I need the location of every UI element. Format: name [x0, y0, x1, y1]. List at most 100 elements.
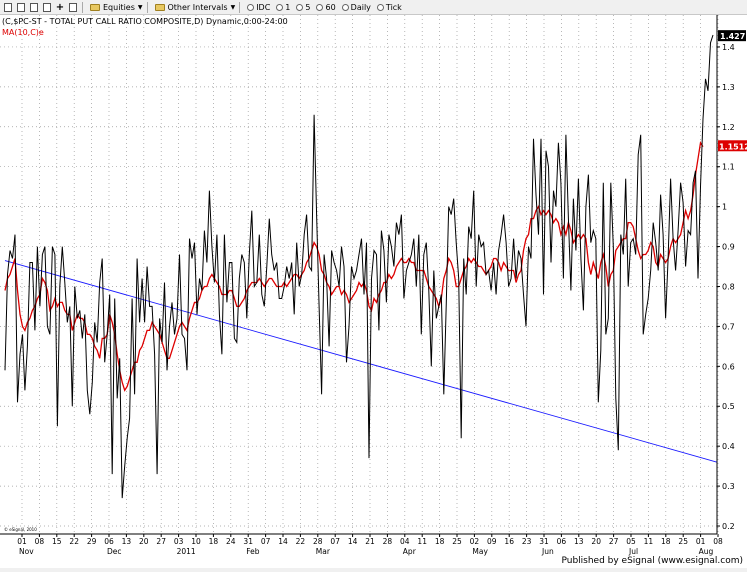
toolbar-divider	[239, 1, 241, 13]
y-tick-label: 0.7	[722, 322, 735, 331]
chart-style-button[interactable]	[68, 1, 78, 13]
new-chart-button[interactable]	[3, 1, 13, 13]
toolbar-divider	[82, 1, 83, 13]
chart-axes: 0.2 0.3 0.4 0.5 0.6 0.7 0.8 0.9 1 1.1 1.2 1.3 1.4 01 0…	[0, 15, 747, 556]
x-tick-label: 07	[330, 537, 340, 546]
x-tick-label: 28	[313, 537, 323, 546]
x-tick-label: 25	[452, 537, 462, 546]
chart-title: (C,$PC-ST - TOTAL PUT CALL RATIO COMPOSI…	[2, 17, 288, 26]
x-tick-label: 31	[243, 537, 253, 546]
ma-value-label: 1.1512	[719, 142, 747, 151]
y-tick-label: 0.4	[722, 442, 735, 451]
clock-icon	[247, 3, 255, 11]
chart-icon	[69, 2, 77, 12]
x-tick-label: 25	[678, 537, 688, 546]
printer-icon	[30, 2, 38, 12]
dropdown-arrow-icon: ▼	[137, 3, 143, 11]
y-tick-label: 1	[722, 203, 727, 212]
x-tick-label: 09	[487, 537, 497, 546]
copy-icon	[43, 2, 51, 12]
x-tick-label: 16	[504, 537, 514, 546]
dropdown-arrow-icon: ▼	[230, 3, 236, 11]
ma-legend: MA(10,C)e	[2, 28, 44, 37]
y-tick-label: 1.4	[722, 43, 735, 52]
open-chart-button[interactable]	[16, 1, 26, 13]
y-tick-label: 0.3	[722, 482, 735, 491]
month-label: Apr	[403, 547, 417, 556]
toolbar: + Equities ▼ Other Intervals ▼ IDC 1 5 6…	[0, 0, 747, 15]
print-button[interactable]	[29, 1, 39, 13]
x-tick-label: 03	[174, 537, 184, 546]
x-tick-label: 29	[87, 537, 97, 546]
x-tick-label: 31	[539, 537, 549, 546]
clock-icon	[376, 3, 384, 11]
x-tick-label: 21	[365, 537, 375, 546]
crosshair-button[interactable]: +	[55, 1, 65, 13]
y-tick-label: 1.2	[722, 123, 735, 132]
last-price-label: 1.427	[720, 32, 745, 41]
clock-icon	[276, 3, 284, 11]
y-tick-label: 0.9	[722, 243, 735, 252]
toolbar-divider	[146, 1, 148, 13]
x-tick-label: 01	[696, 537, 706, 546]
document-icon	[4, 2, 12, 12]
x-tick-label: 28	[383, 537, 393, 546]
document-icon	[17, 2, 25, 12]
x-tick-label: 02	[470, 537, 480, 546]
y-tick-label: 0.8	[722, 282, 735, 291]
x-tick-label: 11	[417, 537, 427, 546]
x-tick-label: 27	[609, 537, 619, 546]
month-label: Jun	[541, 547, 554, 556]
x-tick-label: 11	[644, 537, 654, 546]
x-tick-label: 22	[69, 537, 79, 546]
chart-svg[interactable]: 0.2 0.3 0.4 0.5 0.6 0.7 0.8 0.9 1 1.1 1.2 1.3 1.4 01 0…	[0, 15, 747, 568]
x-tick-label: 14	[278, 537, 288, 546]
folder-icon	[154, 3, 165, 11]
interval-tick-button[interactable]: Tick	[376, 1, 402, 13]
interval-daily-button[interactable]: Daily	[341, 1, 371, 13]
x-tick-label: 08	[35, 537, 45, 546]
month-label: May	[472, 547, 488, 556]
x-tick-label: 18	[209, 537, 219, 546]
chart-area[interactable]: 0.2 0.3 0.4 0.5 0.6 0.7 0.8 0.9 1 1.1 1.2 1.3 1.4 01 0…	[0, 15, 747, 568]
interval-idc-button[interactable]: IDC	[247, 1, 270, 13]
chart-labels: (C,$PC-ST - TOTAL PUT CALL RATIO COMPOSI…	[2, 17, 288, 532]
folder-icon	[90, 3, 100, 11]
plus-icon: +	[55, 1, 65, 13]
clock-icon	[316, 3, 324, 11]
price-line	[4, 34, 714, 499]
last-price-box	[718, 30, 746, 42]
month-label: Mar	[316, 547, 331, 556]
y-tick-label: 0.5	[722, 402, 735, 411]
ma-line	[4, 141, 704, 392]
y-tick-label: 0.6	[722, 362, 735, 371]
x-tick-label: 06	[104, 537, 114, 546]
publisher-footer: Published by eSignal (www.esignal.com)	[561, 556, 743, 566]
equities-dropdown[interactable]: Equities ▼	[90, 1, 143, 13]
x-tick-label: 22	[296, 537, 306, 546]
x-tick-label: 01	[17, 537, 27, 546]
x-tick-label: 13	[574, 537, 584, 546]
trend-line	[4, 260, 718, 463]
x-tick-label: 23	[522, 537, 532, 546]
x-tick-label: 07	[261, 537, 271, 546]
x-tick-label: 06	[557, 537, 567, 546]
x-tick-label: 04	[400, 537, 410, 546]
copy-button[interactable]	[42, 1, 52, 13]
month-label: Feb	[246, 547, 260, 556]
interval-5-button[interactable]: 5	[296, 1, 310, 13]
month-label: Nov	[19, 547, 34, 556]
copyright-text: © eSignal, 2010	[4, 527, 37, 532]
other-intervals-dropdown[interactable]: Other Intervals ▼	[154, 1, 236, 13]
x-tick-label: 13	[122, 537, 132, 546]
other-intervals-label: Other Intervals	[167, 2, 228, 12]
x-tick-label: 15	[52, 537, 62, 546]
clock-icon	[296, 3, 304, 11]
x-tick-label: 08	[713, 537, 723, 546]
x-tick-label: 18	[661, 537, 671, 546]
interval-60-button[interactable]: 60	[316, 1, 336, 13]
x-tick-label: 27	[156, 537, 166, 546]
y-tick-label: 0.2	[722, 522, 735, 531]
interval-1-button[interactable]: 1	[276, 1, 290, 13]
month-label: 2011	[177, 547, 196, 556]
